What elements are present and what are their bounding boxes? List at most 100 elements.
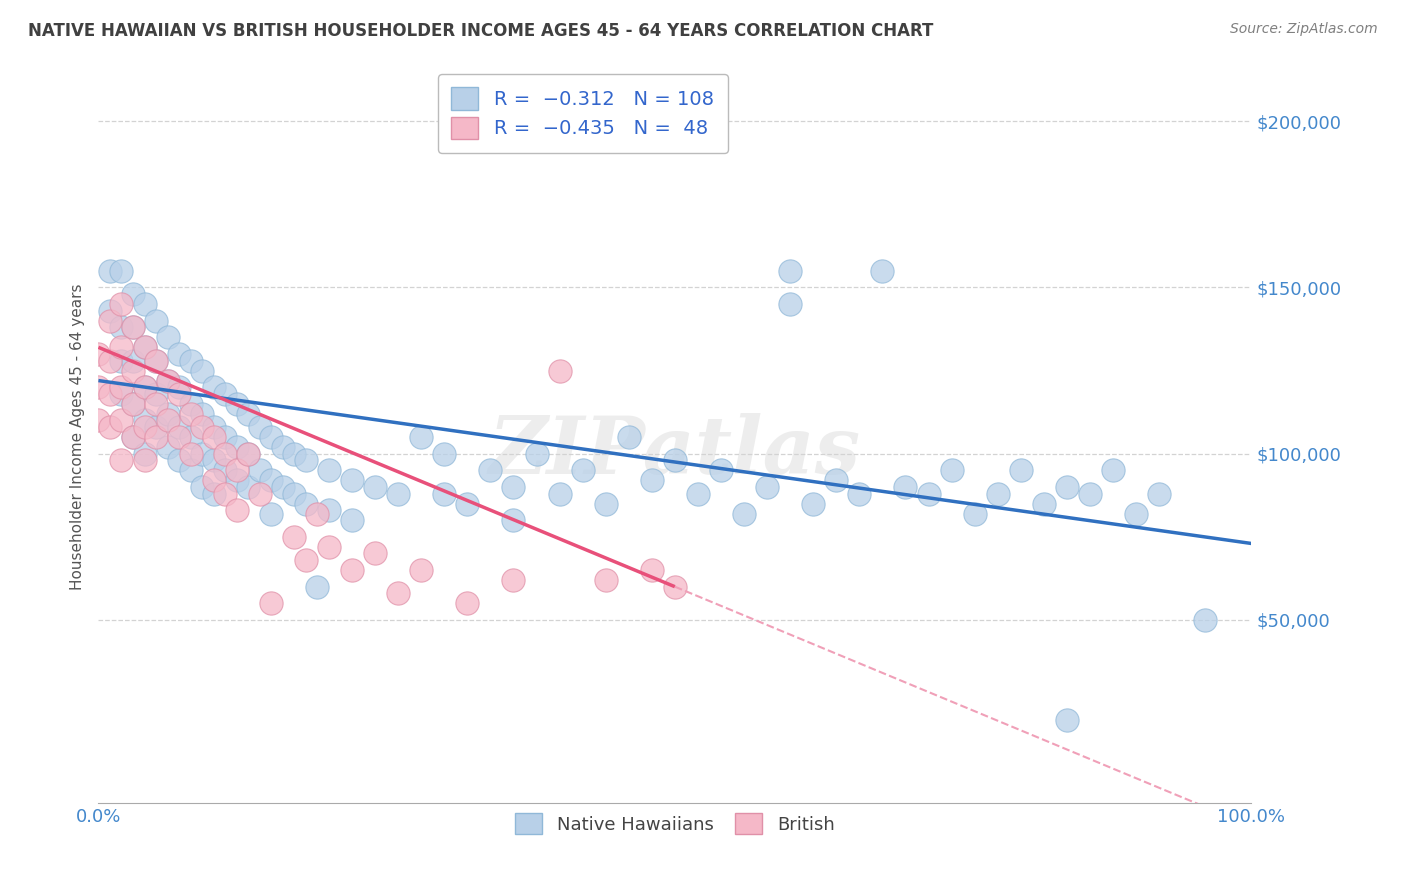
Point — [733, 507, 755, 521]
Point — [145, 353, 167, 368]
Point — [134, 380, 156, 394]
Point — [318, 540, 340, 554]
Point — [180, 397, 202, 411]
Point — [1056, 480, 1078, 494]
Point — [941, 463, 963, 477]
Point — [110, 380, 132, 394]
Point — [122, 430, 145, 444]
Point — [167, 420, 190, 434]
Point — [387, 586, 409, 600]
Point — [271, 480, 294, 494]
Point — [411, 430, 433, 444]
Point — [1056, 713, 1078, 727]
Point — [202, 473, 225, 487]
Point — [87, 380, 110, 394]
Point — [167, 430, 190, 444]
Point — [307, 507, 329, 521]
Point — [225, 473, 247, 487]
Point — [238, 480, 260, 494]
Point — [1032, 497, 1054, 511]
Point — [686, 486, 709, 500]
Point — [340, 513, 363, 527]
Point — [110, 340, 132, 354]
Point — [134, 340, 156, 354]
Point — [191, 420, 214, 434]
Text: NATIVE HAWAIIAN VS BRITISH HOUSEHOLDER INCOME AGES 45 - 64 YEARS CORRELATION CHA: NATIVE HAWAIIAN VS BRITISH HOUSEHOLDER I… — [28, 22, 934, 40]
Point — [202, 420, 225, 434]
Point — [249, 463, 271, 477]
Point — [260, 507, 283, 521]
Point — [145, 353, 167, 368]
Point — [134, 297, 156, 311]
Point — [180, 353, 202, 368]
Point — [848, 486, 870, 500]
Point — [710, 463, 733, 477]
Point — [617, 430, 640, 444]
Point — [191, 363, 214, 377]
Point — [167, 347, 190, 361]
Point — [98, 353, 121, 368]
Point — [202, 486, 225, 500]
Point — [110, 353, 132, 368]
Point — [225, 463, 247, 477]
Point — [1147, 486, 1170, 500]
Point — [479, 463, 502, 477]
Point — [214, 463, 236, 477]
Point — [214, 486, 236, 500]
Point — [641, 563, 664, 577]
Point — [145, 314, 167, 328]
Point — [110, 297, 132, 311]
Point — [122, 363, 145, 377]
Point — [456, 497, 478, 511]
Point — [110, 387, 132, 401]
Point — [98, 303, 121, 318]
Point — [145, 387, 167, 401]
Point — [98, 387, 121, 401]
Point — [134, 380, 156, 394]
Point — [917, 486, 939, 500]
Point — [110, 320, 132, 334]
Point — [134, 420, 156, 434]
Point — [238, 447, 260, 461]
Point — [191, 407, 214, 421]
Point — [502, 513, 524, 527]
Point — [180, 407, 202, 421]
Point — [202, 453, 225, 467]
Point — [283, 447, 305, 461]
Point — [1078, 486, 1101, 500]
Point — [225, 440, 247, 454]
Point — [238, 407, 260, 421]
Y-axis label: Householder Income Ages 45 - 64 years: Householder Income Ages 45 - 64 years — [69, 284, 84, 591]
Point — [595, 573, 617, 587]
Point — [122, 320, 145, 334]
Point — [1125, 507, 1147, 521]
Point — [664, 453, 686, 467]
Point — [156, 440, 179, 454]
Point — [872, 264, 894, 278]
Point — [295, 453, 318, 467]
Point — [180, 463, 202, 477]
Point — [225, 397, 247, 411]
Point — [122, 287, 145, 301]
Point — [98, 314, 121, 328]
Point — [963, 507, 986, 521]
Point — [664, 580, 686, 594]
Point — [260, 430, 283, 444]
Point — [571, 463, 593, 477]
Point — [167, 387, 190, 401]
Point — [156, 330, 179, 344]
Point — [214, 387, 236, 401]
Point — [134, 447, 156, 461]
Point — [87, 347, 110, 361]
Point — [260, 596, 283, 610]
Point — [756, 480, 779, 494]
Point — [167, 380, 190, 394]
Point — [122, 397, 145, 411]
Point — [364, 480, 387, 494]
Point — [526, 447, 548, 461]
Point — [202, 430, 225, 444]
Point — [122, 430, 145, 444]
Point — [202, 380, 225, 394]
Point — [134, 453, 156, 467]
Point — [110, 264, 132, 278]
